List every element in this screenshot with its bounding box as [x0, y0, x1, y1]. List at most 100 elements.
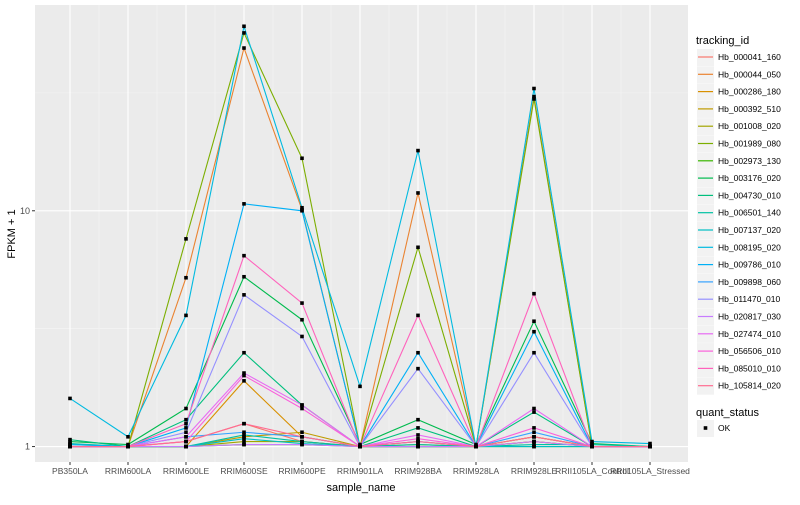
- x-axis-title: sample_name: [326, 482, 395, 494]
- data-point: [184, 430, 188, 435]
- data-point: [532, 329, 536, 334]
- data-point: [184, 444, 188, 449]
- x-tick-label: RRIM600LE: [163, 466, 210, 476]
- legend-label: Hb_027474_010: [718, 329, 781, 339]
- data-point: [590, 442, 594, 447]
- data-point: [126, 444, 130, 449]
- data-point: [300, 334, 304, 339]
- data-point: [184, 275, 188, 280]
- data-point: [532, 434, 536, 439]
- x-tick-label: RRIM928LA: [453, 466, 500, 476]
- data-point: [242, 433, 246, 437]
- data-point: [242, 202, 246, 206]
- data-point: [184, 406, 188, 411]
- legend-label: Hb_105814_020: [718, 381, 781, 391]
- legend-title: tracking_id: [696, 35, 749, 47]
- legend-label: Hb_011470_010: [718, 294, 781, 304]
- data-point: [300, 156, 304, 161]
- y-tick-label: 10: [20, 206, 30, 216]
- data-point: [242, 434, 246, 439]
- data-point: [416, 366, 420, 371]
- y-tick-label: 1: [25, 442, 30, 452]
- data-point: [184, 434, 188, 439]
- data-points: [68, 24, 652, 449]
- data-point: [184, 421, 188, 426]
- data-point: [68, 437, 72, 442]
- data-point: [532, 319, 536, 324]
- data-point: [242, 274, 246, 279]
- data-point: [532, 439, 536, 444]
- plot-panel: [35, 5, 688, 462]
- legend-label: Hb_056506_010: [718, 346, 781, 356]
- data-point: [474, 442, 478, 447]
- data-point: [68, 396, 72, 401]
- data-point: [416, 426, 420, 430]
- legend-label: Hb_009898_060: [718, 277, 781, 287]
- data-point: [358, 384, 362, 389]
- data-point: [184, 417, 188, 422]
- data-point: [532, 442, 536, 447]
- legend-label: Hb_004730_010: [718, 190, 781, 200]
- legend: tracking_id Hb_000041_160 Hb_000044_050 Hb…: [696, 35, 781, 395]
- data-point: [242, 24, 246, 29]
- data-point: [68, 444, 72, 449]
- data-point: [300, 301, 304, 305]
- data-point: [532, 406, 536, 411]
- legend-label: Hb_001008_020: [718, 121, 781, 131]
- legend-label: Hb_008195_020: [718, 242, 781, 252]
- data-point: [590, 439, 594, 444]
- data-point: [300, 430, 304, 435]
- legend-label: Hb_001989_080: [718, 139, 781, 149]
- legend-label: Hb_009786_010: [718, 260, 781, 270]
- data-point: [242, 436, 246, 441]
- data-point: [126, 442, 130, 447]
- legend-label: Hb_003176_020: [718, 173, 781, 183]
- data-point: [648, 444, 652, 449]
- data-point: [416, 313, 420, 318]
- data-point: [300, 442, 304, 447]
- legend-label: Hb_000044_050: [718, 69, 781, 79]
- data-point: [242, 350, 246, 355]
- data-point: [416, 191, 420, 195]
- data-point: [648, 441, 652, 446]
- data-point: [242, 253, 246, 258]
- data-point: [300, 205, 304, 210]
- legend-label: Hb_000392_510: [718, 104, 781, 114]
- square-marker-icon: [703, 426, 708, 430]
- data-point: [416, 245, 420, 250]
- x-tick-label: RRII105LA_Stressed: [610, 466, 690, 476]
- data-point: [242, 373, 246, 378]
- data-point: [416, 433, 420, 437]
- data-point: [416, 439, 420, 444]
- data-point: [242, 46, 246, 50]
- data-point: [532, 410, 536, 414]
- data-point: [474, 444, 478, 449]
- legend-label: Hb_006501_140: [718, 208, 781, 218]
- data-point: [300, 439, 304, 444]
- data-point: [358, 442, 362, 447]
- legend-label: Hb_085010_010: [718, 363, 781, 373]
- data-point: [416, 350, 420, 355]
- data-point: [532, 86, 536, 91]
- data-point: [242, 439, 246, 444]
- data-point: [590, 444, 594, 449]
- data-point: [532, 97, 536, 101]
- data-point: [532, 430, 536, 435]
- data-point: [300, 406, 304, 411]
- data-point: [184, 426, 188, 430]
- data-point: [68, 439, 72, 444]
- data-point: [242, 371, 246, 375]
- data-point: [532, 350, 536, 355]
- data-point: [242, 293, 246, 297]
- data-point: [416, 417, 420, 422]
- x-tick-label: RRIM901LA: [337, 466, 384, 476]
- legend-label: Hb_002973_130: [718, 156, 781, 166]
- shape-legend: quant_status OK: [696, 407, 759, 437]
- data-point: [532, 426, 536, 430]
- data-point: [242, 430, 246, 435]
- data-point: [416, 148, 420, 153]
- x-tick-label: RRII105LA_Control: [555, 466, 629, 476]
- x-tick-label: RRIM600LA: [105, 466, 152, 476]
- x-axis: PB350LA RRIM600LA RRIM600LE RRIM600SE RRIM60…: [52, 462, 690, 476]
- data-point: [532, 94, 536, 99]
